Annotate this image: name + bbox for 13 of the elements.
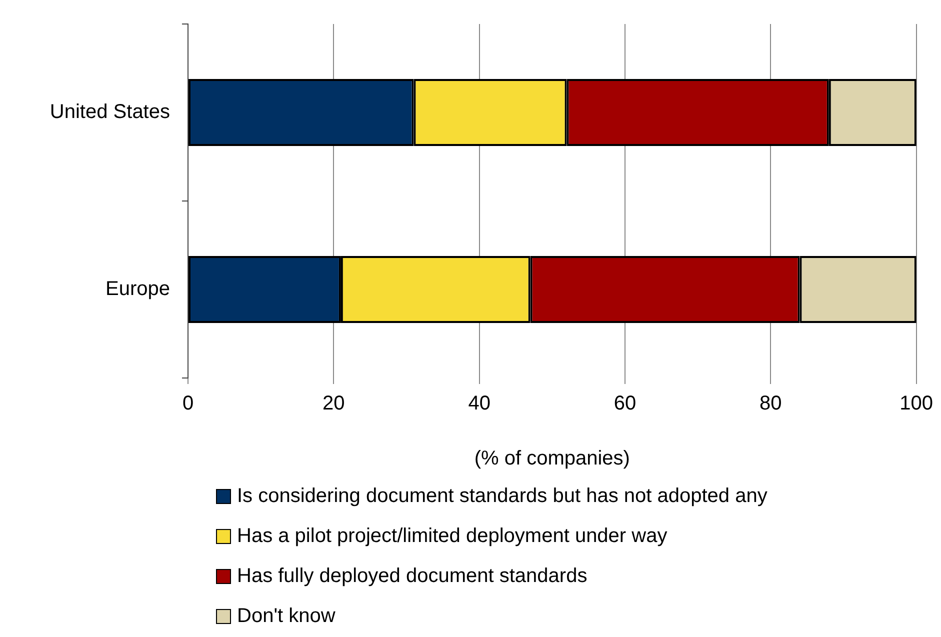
y-tick-label: Europe [106,278,170,300]
legend-label: Has fully deployed document standards [237,564,588,588]
x-tick-label: 40 [468,392,490,415]
legend-label: Has a pilot project/limited deployment under way [237,524,668,548]
x-tick-label: 0 [182,392,194,415]
y-tick-label: United States [50,101,170,124]
x-tick-label: 80 [760,392,782,415]
legend-label: Is considering document standards but has not adopted any [237,484,768,508]
x-axis-title: (% of companies) [474,448,630,470]
x-tick-label: 60 [614,392,636,415]
legend-label: Don't know [237,604,336,628]
x-tick-label: 100 [900,392,934,415]
x-tick-label: 20 [322,392,345,415]
